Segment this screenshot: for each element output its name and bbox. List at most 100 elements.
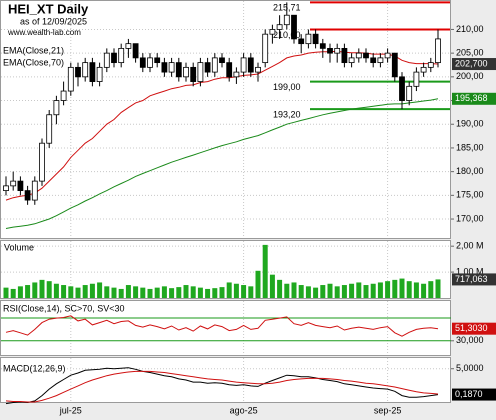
- candle-body: [175, 62, 182, 78]
- subtitle: as of 12/09/2025: [20, 16, 87, 26]
- candle-body: [384, 52, 391, 59]
- y-tick-label: 2,00 M: [456, 241, 484, 251]
- volume-bar: [291, 282, 297, 298]
- volume-bar: [298, 285, 304, 298]
- volume-bar: [32, 282, 38, 298]
- level-label: 210,00: [273, 30, 301, 40]
- y-tick-label: 170,00: [456, 213, 484, 223]
- volume-bar: [82, 285, 88, 298]
- volume-bar: [269, 274, 275, 298]
- volume-bar: [25, 285, 31, 298]
- candle-body: [435, 38, 441, 64]
- candle-body: [427, 62, 434, 68]
- x-tick-label: ago-25: [230, 405, 258, 415]
- volume-bar: [320, 285, 326, 298]
- candle-body: [67, 66, 74, 92]
- candle-body: [154, 57, 161, 64]
- candle-body: [341, 48, 348, 64]
- x-tick-label: jul-25: [59, 405, 82, 415]
- volume-bar: [392, 279, 398, 298]
- volume-bar: [125, 285, 131, 298]
- candle-body: [363, 52, 369, 59]
- candle-body: [291, 14, 297, 40]
- candle-body: [204, 62, 211, 73]
- candle-body: [111, 52, 117, 64]
- last-value-label: 51,3030: [455, 323, 488, 333]
- candle-body: [233, 71, 240, 78]
- volume-bar: [68, 286, 74, 298]
- candle-body: [96, 66, 103, 82]
- candle-body: [355, 52, 362, 59]
- volume-bar: [205, 288, 211, 298]
- volume-bar: [118, 288, 124, 298]
- volume-bar: [89, 283, 95, 298]
- candle-body: [319, 43, 326, 49]
- candle-body: [168, 62, 175, 73]
- candle-body: [226, 62, 233, 78]
- candle-body: [197, 62, 204, 82]
- volume-bar: [212, 288, 218, 298]
- candle-body: [334, 48, 341, 54]
- candle-body: [75, 66, 81, 78]
- level-label: 193,20: [273, 109, 301, 119]
- pane-title: MACD(12,26,9): [3, 363, 66, 373]
- volume-bar: [363, 285, 369, 298]
- candle-body: [3, 185, 9, 192]
- candle-body: [370, 57, 377, 64]
- candle-body: [399, 76, 405, 101]
- volume-bar: [428, 281, 434, 298]
- last-value-box: [452, 388, 496, 401]
- candle-body: [60, 90, 67, 101]
- source: www.wealth-lab.com: [7, 28, 81, 37]
- volume-bar: [53, 283, 59, 298]
- candle-body: [147, 57, 153, 68]
- candle-body: [276, 24, 283, 30]
- candle-body: [46, 114, 53, 144]
- candle-body: [247, 57, 254, 73]
- volume-bar: [262, 244, 268, 298]
- candle-body: [327, 48, 333, 54]
- volume-bar: [176, 287, 182, 298]
- volume-bar: [39, 279, 45, 298]
- volume-bar: [241, 285, 247, 298]
- volume-bar: [413, 282, 419, 298]
- volume-bar: [399, 278, 405, 298]
- candle-body: [190, 66, 197, 82]
- candle-body: [39, 142, 45, 182]
- volume-bar: [111, 287, 117, 298]
- volume-bar: [154, 287, 160, 298]
- candle-body: [17, 180, 24, 191]
- price-pane: [0, 0, 451, 239]
- last-value-box: [452, 273, 496, 286]
- volume-bar: [190, 286, 196, 298]
- last-value-box: [452, 58, 496, 71]
- last-value-box: [452, 92, 496, 105]
- candle-body: [269, 29, 276, 35]
- volume-bar: [327, 283, 333, 298]
- last-value-label: 717,063: [455, 274, 488, 284]
- volume-bar: [133, 286, 139, 298]
- volume-bar: [421, 283, 427, 298]
- candle-body: [420, 66, 427, 73]
- candle-body: [219, 57, 225, 64]
- series-line: [5, 367, 439, 405]
- candle-body: [283, 14, 290, 26]
- volume-bar: [104, 286, 110, 298]
- candle-body: [24, 190, 31, 201]
- candle-body: [139, 57, 146, 68]
- last-value-label: 202,700: [455, 58, 488, 68]
- candle-body: [183, 66, 189, 78]
- y-tick-label: 200,00: [456, 71, 484, 81]
- candle-body: [103, 52, 110, 68]
- candle-body: [89, 62, 96, 82]
- volume-bar: [248, 286, 254, 298]
- volume-bar: [370, 283, 376, 298]
- volume-bar: [284, 283, 290, 298]
- candle-body: [377, 57, 384, 64]
- pane-title: Volume: [4, 242, 34, 252]
- y-tick-label: 205,00: [456, 48, 484, 58]
- y-tick-label: 30,000: [456, 335, 484, 345]
- candle-body: [10, 180, 17, 187]
- candle-body: [262, 33, 269, 64]
